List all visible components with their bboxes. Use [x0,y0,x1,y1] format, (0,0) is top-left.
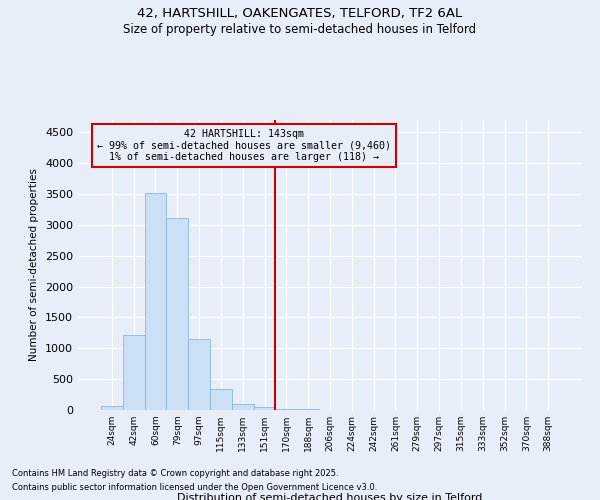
Bar [275,409,297,410]
Bar [145,193,166,410]
Bar [210,389,232,410]
Bar [123,334,145,410]
Text: Size of property relative to semi-detached houses in Telford: Size of property relative to semi-detach… [124,22,476,36]
X-axis label: Distribution of semi-detached houses by size in Telford: Distribution of semi-detached houses by … [178,493,482,500]
Bar [254,406,275,410]
Bar [188,339,210,410]
Text: 42, HARTSHILL, OAKENGATES, TELFORD, TF2 6AL: 42, HARTSHILL, OAKENGATES, TELFORD, TF2 … [137,8,463,20]
Bar [166,218,188,410]
Text: 42 HARTSHILL: 143sqm
← 99% of semi-detached houses are smaller (9,460)
1% of sem: 42 HARTSHILL: 143sqm ← 99% of semi-detac… [97,128,391,162]
Bar [101,406,123,410]
Text: Contains public sector information licensed under the Open Government Licence v3: Contains public sector information licen… [12,484,377,492]
Text: Contains HM Land Registry data © Crown copyright and database right 2025.: Contains HM Land Registry data © Crown c… [12,468,338,477]
Y-axis label: Number of semi-detached properties: Number of semi-detached properties [29,168,40,362]
Bar [232,404,254,410]
